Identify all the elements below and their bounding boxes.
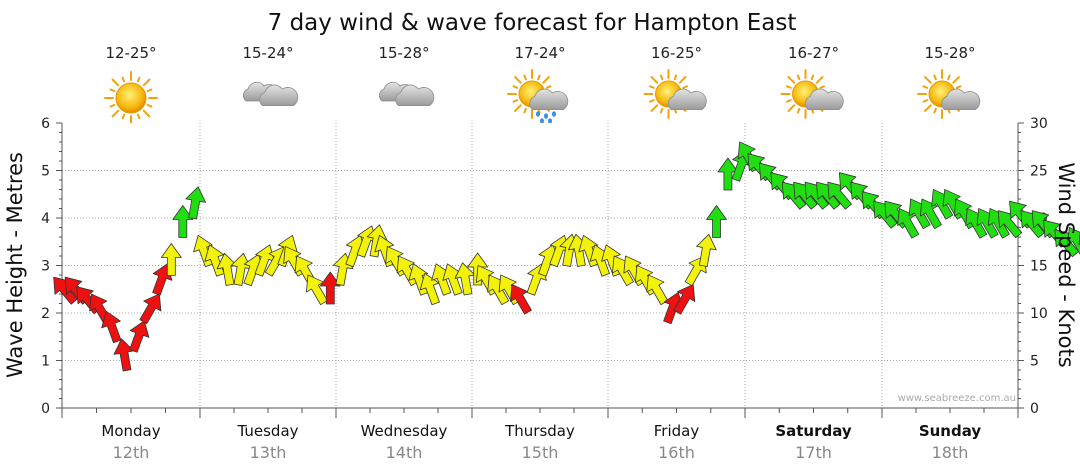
wind-arrow bbox=[897, 208, 920, 239]
day-label-wednesday: Wednesday bbox=[361, 422, 448, 440]
day-label-saturday: Saturday bbox=[775, 422, 852, 440]
sun-icon bbox=[104, 71, 158, 125]
wind-arrow bbox=[160, 243, 182, 276]
y-tick-label: 6 bbox=[41, 116, 50, 132]
day-label-monday: Monday bbox=[101, 422, 160, 440]
y-tick-label: 3 bbox=[41, 259, 50, 275]
watermark: www.seabreeze.com.au bbox=[898, 393, 1016, 404]
wind-arrow bbox=[319, 271, 341, 305]
temp-range-tuesday: 15-24° bbox=[242, 44, 293, 62]
day-label-sunday: Sunday bbox=[919, 422, 982, 440]
y-tick-label: 2 bbox=[41, 306, 50, 322]
date-label-friday: 16th bbox=[658, 443, 695, 462]
day-label-tuesday: Tuesday bbox=[236, 422, 298, 440]
wind-arrow bbox=[673, 284, 696, 315]
y2-tick-label: 15 bbox=[1030, 259, 1048, 275]
y-tick-label: 1 bbox=[41, 354, 50, 370]
cloud-icon bbox=[379, 81, 435, 106]
sun-cloud-icon bbox=[780, 69, 844, 119]
temp-range-wednesday: 15-28° bbox=[378, 44, 429, 62]
wind-arrow bbox=[139, 293, 162, 325]
wind-arrow bbox=[101, 310, 122, 344]
wind-arrow bbox=[696, 233, 717, 267]
date-label-sunday: 18th bbox=[932, 443, 969, 462]
y-tick-label: 4 bbox=[41, 211, 50, 227]
y2-tick-label: 30 bbox=[1030, 116, 1048, 132]
date-label-saturday: 17th bbox=[795, 443, 832, 462]
date-label-monday: 12th bbox=[113, 443, 150, 462]
wind-arrow bbox=[172, 205, 194, 238]
day-label-friday: Friday bbox=[654, 422, 700, 440]
sun-cloud-rain-icon bbox=[507, 69, 569, 124]
wind-arrow bbox=[129, 320, 150, 353]
daily-forecast-header: 12-25° Monday 12th 15-24° Tuesday 13th 15-28° W… bbox=[101, 44, 981, 462]
temp-range-sunday: 15-28° bbox=[924, 44, 975, 62]
wind-arrow bbox=[706, 205, 727, 238]
y2-tick-label: 0 bbox=[1030, 401, 1039, 417]
day-label-thursday: Thursday bbox=[504, 422, 575, 440]
wind-arrow bbox=[919, 198, 942, 230]
wind-arrow bbox=[646, 274, 669, 306]
axes: 0123456051015202530 bbox=[41, 116, 1048, 418]
wind-arrow bbox=[185, 186, 206, 220]
y2-tick-label: 5 bbox=[1030, 354, 1039, 370]
wind-arrow bbox=[509, 284, 532, 315]
date-label-wednesday: 14th bbox=[386, 443, 423, 462]
y-tick-label: 0 bbox=[41, 401, 50, 417]
y2-tick-label: 10 bbox=[1030, 306, 1048, 322]
sun-cloud-icon bbox=[917, 69, 981, 119]
date-label-tuesday: 13th bbox=[250, 443, 287, 462]
sun-cloud-icon bbox=[643, 69, 707, 119]
grid-lines bbox=[62, 123, 1018, 408]
wind-arrows bbox=[53, 141, 1080, 372]
chart-title: 7 day wind & wave forecast for Hampton E… bbox=[268, 10, 797, 36]
y-tick-label: 5 bbox=[41, 164, 50, 180]
wind-arrow bbox=[419, 272, 440, 306]
temp-range-saturday: 16-27° bbox=[788, 44, 839, 62]
y2-tick-label: 25 bbox=[1030, 164, 1048, 180]
cloud-icon bbox=[243, 81, 299, 106]
date-label-thursday: 15th bbox=[522, 443, 559, 462]
y2-axis-label: Wind Speed - Knots bbox=[1054, 162, 1078, 367]
wind-arrow bbox=[1067, 227, 1080, 258]
y-axis-label: Wave Height - Metres bbox=[3, 152, 27, 378]
temp-range-monday: 12-25° bbox=[105, 44, 156, 62]
temp-range-friday: 16-25° bbox=[651, 44, 702, 62]
temp-range-thursday: 17-24° bbox=[514, 44, 565, 62]
